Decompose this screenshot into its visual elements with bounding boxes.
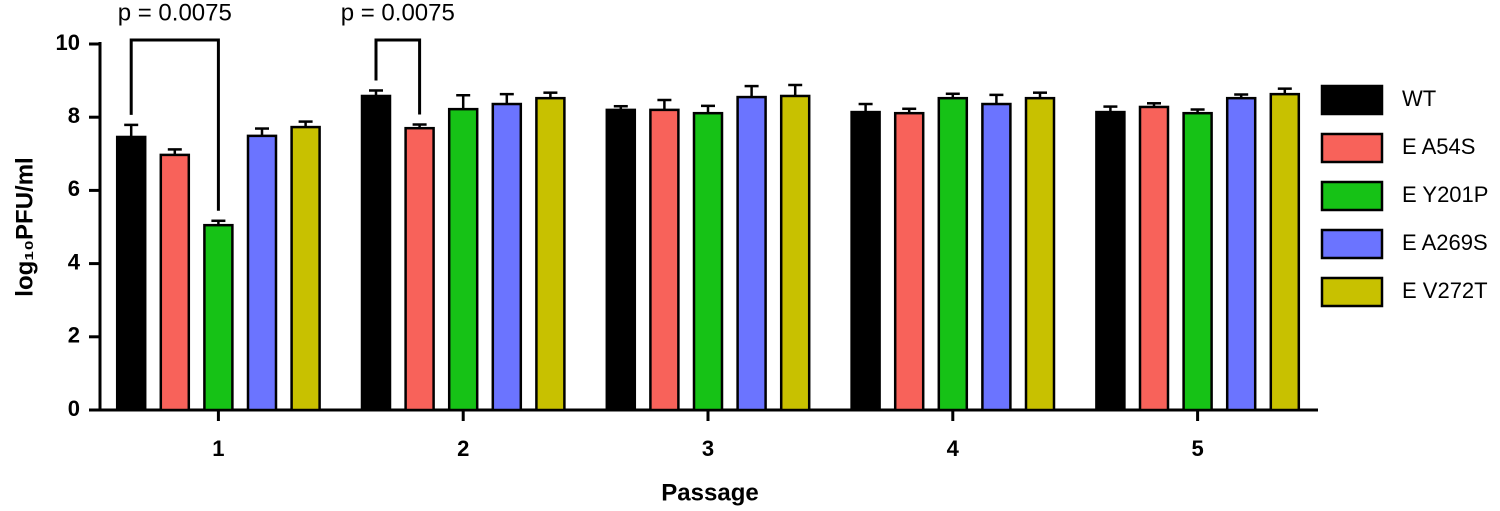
legend-label: E A269S: [1402, 230, 1488, 255]
bar: [447, 107, 479, 412]
bar: [893, 111, 925, 412]
legend-swatch: [1320, 228, 1384, 260]
bar: [736, 95, 767, 412]
legend-label: WT: [1402, 86, 1436, 111]
bar: [1024, 96, 1056, 412]
bar: [937, 96, 969, 412]
legend-label: E Y201P: [1402, 182, 1488, 207]
bar: [1182, 111, 1213, 412]
annotation: p = 0.0075: [341, 0, 455, 26]
x-tick-label: 2: [457, 436, 469, 461]
bar: [360, 94, 392, 412]
y-tick-label: 2: [68, 323, 80, 348]
bar: [1225, 96, 1257, 412]
x-tick-label: 4: [947, 436, 960, 461]
legend-swatch: [1320, 84, 1384, 116]
bar: [246, 134, 278, 412]
significance-bracket: [129, 38, 220, 211]
legend-swatch: [1320, 132, 1384, 164]
legend-label: E V272T: [1402, 278, 1488, 303]
x-tick-label: 1: [212, 436, 224, 461]
legend-label: E A54S: [1402, 134, 1475, 159]
bar: [491, 102, 523, 412]
y-tick-label: 4: [68, 249, 81, 274]
bar: [649, 108, 680, 412]
y-tick-label: 8: [68, 103, 80, 128]
legend-swatch: [1320, 180, 1384, 212]
y-tick-label: 6: [68, 176, 80, 201]
bar: [535, 96, 566, 412]
bar: [1095, 110, 1126, 412]
annotation: p = 0.0075: [118, 0, 232, 26]
y-axis-label: log₁₀PFU/ml: [11, 157, 38, 296]
y-tick-label: 0: [68, 396, 80, 421]
significance-bracket: [374, 38, 422, 115]
bar: [1269, 92, 1301, 412]
bar: [692, 111, 724, 412]
bar: [981, 102, 1012, 412]
bar: [1138, 105, 1170, 412]
bar: [850, 110, 881, 412]
x-tick-label: 3: [702, 436, 714, 461]
bar: [404, 126, 435, 412]
x-axis-label: Passage: [661, 479, 758, 506]
x-tick-label: 5: [1191, 436, 1203, 461]
bar: [605, 108, 637, 412]
bar: [779, 94, 811, 412]
legend-swatch: [1320, 276, 1384, 308]
bar: [290, 125, 321, 412]
bar: [203, 223, 234, 412]
bar: [115, 135, 147, 412]
bar: [159, 153, 191, 412]
y-tick-label: 10: [56, 30, 80, 55]
